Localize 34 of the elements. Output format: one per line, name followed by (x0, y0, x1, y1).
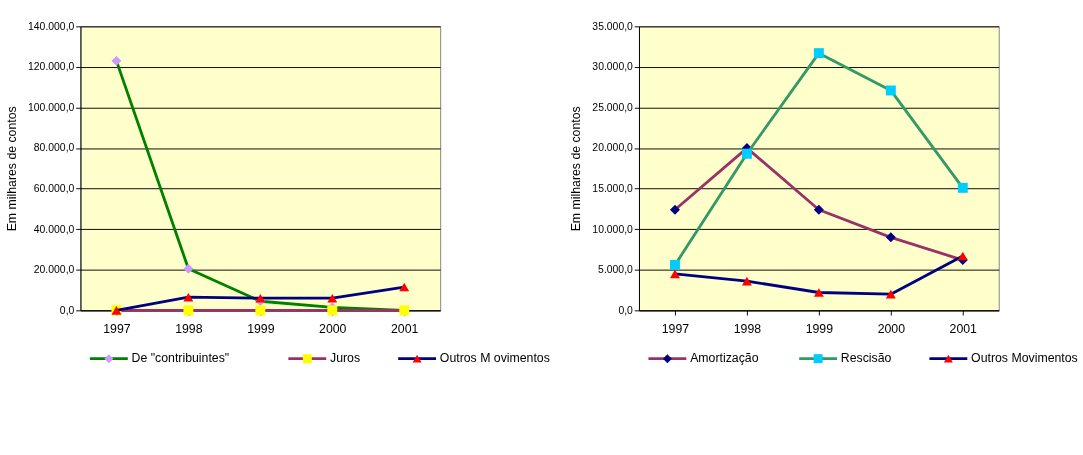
y-tick-label: 0,0 (618, 304, 634, 316)
x-tick-label: 1997 (103, 321, 131, 336)
x-tick-label: 1999 (247, 321, 275, 336)
x-tick-label: 1999 (805, 321, 834, 336)
y-tick-label: 100.000,0 (28, 101, 75, 113)
y-tick-label: 30.000,0 (592, 61, 634, 73)
y-tick-label: 25.000,0 (592, 101, 634, 113)
y-tick-label: 20.000,0 (33, 264, 75, 276)
legend-label: Outros Movimentos (971, 351, 1078, 366)
x-tick-label: 2000 (319, 321, 347, 336)
y-axis-title: Em milhares de contos (569, 106, 584, 232)
y-axis-title: Em milhares de contos (4, 106, 19, 232)
y-tick-label: 5.000,0 (598, 264, 634, 276)
legend-label: Juros (330, 351, 361, 366)
y-tick-label: 140.000,0 (28, 20, 75, 32)
y-tick-label: 80.000,0 (33, 142, 75, 154)
y-tick-label: 0,0 (59, 304, 75, 316)
x-tick-label: 1998 (175, 321, 203, 336)
x-tick-label: 1997 (661, 321, 690, 336)
x-tick-label: 1998 (733, 321, 762, 336)
x-tick-label: 2001 (391, 321, 419, 336)
y-tick-label: 20.000,0 (592, 142, 634, 154)
y-tick-label: 10.000,0 (592, 223, 634, 235)
y-tick-label: 15.000,0 (592, 182, 634, 194)
legend-label: Rescisão (840, 351, 892, 366)
x-tick-label: 2000 (877, 321, 906, 336)
legend-label: De "contribuintes" (131, 351, 230, 366)
x-tick-label: 2001 (949, 321, 978, 336)
legend-label: Outros M ovimentos (439, 351, 550, 366)
y-tick-label: 120.000,0 (28, 61, 75, 73)
y-tick-label: 35.000,0 (592, 20, 634, 32)
y-tick-label: 40.000,0 (33, 223, 75, 235)
legend-label: Amortização (690, 351, 759, 366)
y-tick-label: 60.000,0 (33, 182, 75, 194)
